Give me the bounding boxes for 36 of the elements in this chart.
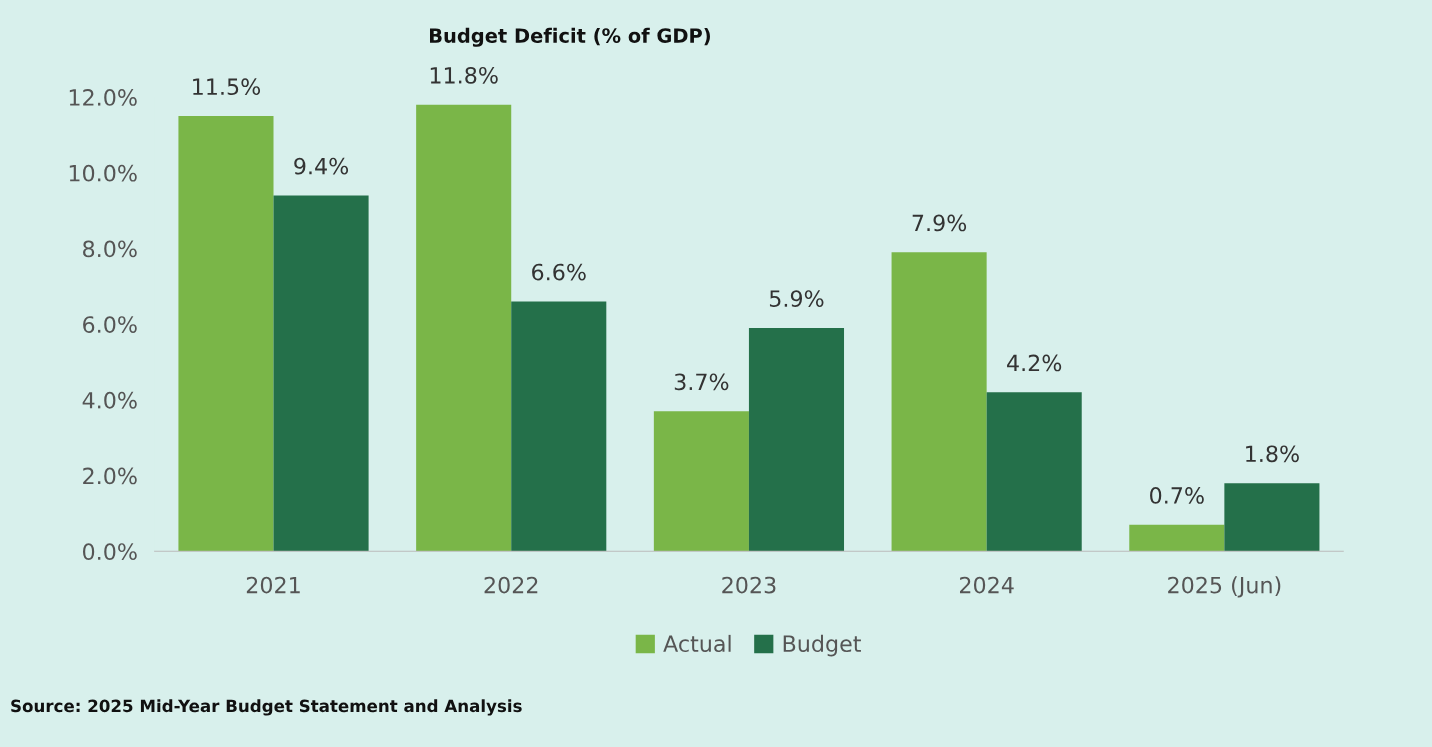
y-tick-label: 12.0% — [69, 89, 137, 106]
x-tick-label: 2023 — [722, 576, 776, 594]
chart-title: Budget Deficit (% of GDP) — [430, 27, 710, 47]
y-tick-label: 8.0% — [83, 240, 137, 258]
bar — [748, 327, 845, 552]
data-label: 4.2% — [1007, 354, 1062, 372]
x-tick-label: 2024 — [960, 576, 1014, 594]
data-label: 5.9% — [769, 290, 824, 308]
bar — [511, 301, 607, 552]
data-label: 6.6% — [532, 263, 586, 281]
y-tick-label: 0.0% — [83, 543, 137, 561]
x-tick-label: 2025 (Jun) — [1168, 576, 1281, 598]
data-label: 9.4% — [294, 157, 349, 175]
bar — [653, 411, 749, 552]
y-tick-label: 2.0% — [83, 467, 137, 485]
legend-label: Budget — [783, 634, 861, 657]
bar — [416, 104, 512, 552]
y-tick-label: 4.0% — [82, 391, 137, 409]
legend-label: Actual — [663, 634, 731, 653]
data-label: 11.8% — [430, 66, 498, 84]
bar — [1129, 524, 1225, 552]
data-label: 1.8% — [1246, 445, 1299, 463]
data-label: 7.9% — [912, 214, 967, 232]
y-tick-label: 10.0% — [69, 164, 137, 182]
bar — [273, 195, 369, 552]
x-tick-label: 2021 — [246, 576, 300, 594]
source-note: Source: 2025 Mid-Year Budget Statement and Analysis — [11, 699, 522, 716]
y-tick-label: 6.0% — [83, 316, 137, 333]
data-label: 11.5% — [193, 78, 261, 96]
data-label: 3.7% — [674, 373, 729, 391]
bar — [891, 252, 987, 552]
x-tick-label: 2022 — [484, 576, 538, 594]
bar — [986, 392, 1082, 552]
bar — [1224, 483, 1320, 552]
bar — [178, 116, 274, 552]
data-label: 0.7% — [1150, 487, 1204, 504]
